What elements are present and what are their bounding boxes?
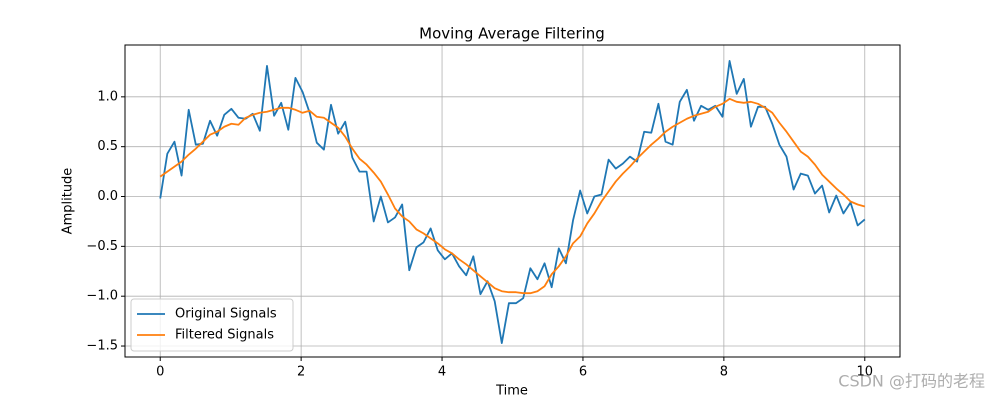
legend-box [130, 298, 294, 352]
y-tick-label: −1.5 [86, 339, 118, 354]
watermark: CSDN @打码的老程 [838, 372, 985, 391]
y-tick-label: 0.0 [97, 189, 118, 204]
x-tick-label: 6 [579, 365, 587, 380]
x-tick-label: 4 [438, 365, 446, 380]
legend-label: Filtered Signals [175, 328, 274, 343]
x-axis-label: Time [495, 384, 528, 399]
x-tick-label: 8 [720, 365, 728, 380]
y-tick-label: −0.5 [86, 239, 118, 254]
x-tick-label: 2 [297, 365, 305, 380]
x-tick-label: 0 [156, 365, 164, 380]
legend-label: Original Signals [175, 307, 277, 322]
series-line [159, 97, 866, 295]
chart-title: Moving Average Filtering [419, 25, 605, 43]
plot-frame [124, 44, 901, 358]
x-tick-label: 10 [856, 365, 873, 380]
y-tick-label: −1.0 [86, 289, 118, 304]
y-tick-label: 0.5 [97, 139, 118, 154]
legend: Original Signals Filtered Signals [130, 298, 294, 352]
y-tick-label: 1.0 [97, 89, 118, 104]
y-axis-label: Amplitude [61, 168, 76, 235]
